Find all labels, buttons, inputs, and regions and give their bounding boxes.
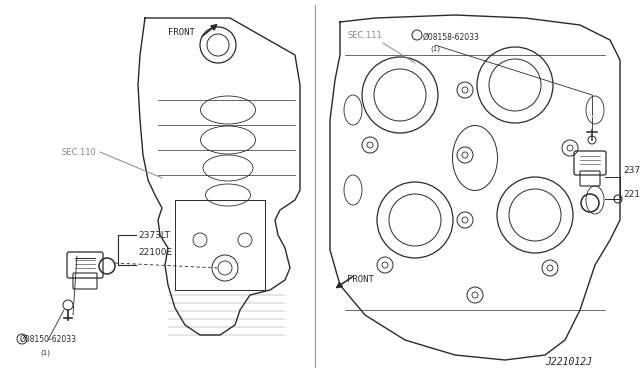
Text: SEC.111: SEC.111 (347, 31, 381, 40)
Text: 23731U: 23731U (623, 166, 640, 175)
Text: (1): (1) (40, 350, 50, 356)
Text: Ø08150-62033: Ø08150-62033 (20, 335, 77, 344)
Text: 22100E: 22100E (138, 248, 172, 257)
Text: J221012J: J221012J (545, 357, 592, 367)
Text: 22100EA: 22100EA (623, 190, 640, 199)
Text: 2373LT: 2373LT (138, 231, 170, 240)
Text: FRONT: FRONT (168, 28, 195, 37)
Text: FRONT: FRONT (347, 275, 374, 284)
Text: (1): (1) (430, 45, 440, 51)
Text: Ø08158-62033: Ø08158-62033 (423, 33, 480, 42)
Text: SEC.110: SEC.110 (62, 148, 97, 157)
